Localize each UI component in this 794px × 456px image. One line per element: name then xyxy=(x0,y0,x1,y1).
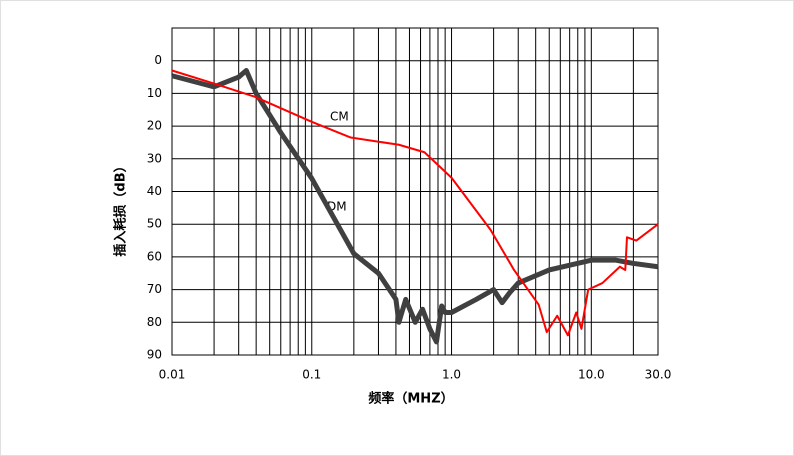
x-axis-title: 频率（MHZ） xyxy=(368,391,453,407)
y-tick-label: 0 xyxy=(154,53,162,67)
x-tick-label: 30.0 xyxy=(645,368,672,382)
y-axis-title: 插入耗损（dB） xyxy=(113,159,129,256)
x-tick-label: 0.1 xyxy=(302,368,321,382)
y-tick-label: 30 xyxy=(147,151,162,165)
y-tick-label: 20 xyxy=(147,119,162,133)
annotation: CM xyxy=(330,110,349,124)
y-tick-label: 40 xyxy=(147,184,162,198)
x-tick-label: 1.0 xyxy=(442,368,461,382)
y-tick-label: 60 xyxy=(147,249,162,263)
x-tick-label: 0.01 xyxy=(159,368,186,382)
y-tick-label: 80 xyxy=(147,315,162,329)
series-line xyxy=(171,68,659,345)
y-tick-label: 50 xyxy=(147,217,162,231)
y-tick-label: 10 xyxy=(147,86,162,100)
series-line xyxy=(171,69,659,337)
y-tick-label: 90 xyxy=(147,348,162,362)
x-tick-label: 10.0 xyxy=(578,368,605,382)
y-tick-label: 70 xyxy=(147,282,162,296)
